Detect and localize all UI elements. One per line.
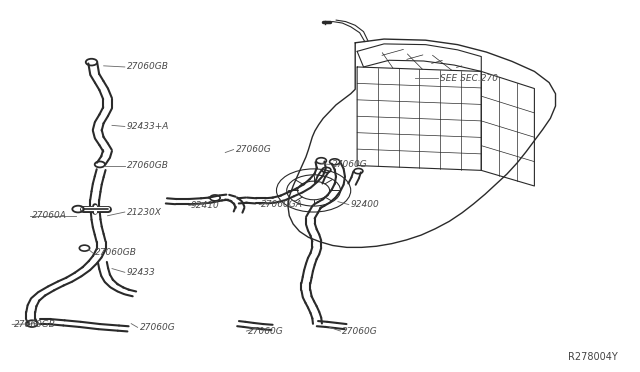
Text: SEE SEC.270: SEE SEC.270 (440, 74, 499, 83)
Text: 27060GB: 27060GB (14, 320, 56, 329)
Text: 27060A: 27060A (32, 211, 67, 220)
Text: 21230X: 21230X (127, 208, 161, 217)
Text: 92433: 92433 (127, 268, 156, 277)
Text: 27060G: 27060G (248, 327, 284, 336)
Text: 27060GB: 27060GB (95, 248, 136, 257)
Text: 27060GA: 27060GA (261, 200, 303, 209)
Text: 92410: 92410 (191, 201, 220, 210)
Text: 27060G: 27060G (140, 323, 175, 332)
Text: 27060GB: 27060GB (127, 161, 168, 170)
Text: 27060G: 27060G (332, 160, 367, 169)
Text: 92400: 92400 (351, 200, 380, 209)
Text: 27060G: 27060G (236, 145, 271, 154)
Text: 27060GB: 27060GB (127, 62, 168, 71)
Text: R278004Y: R278004Y (568, 352, 618, 362)
Text: 92433+A: 92433+A (127, 122, 169, 131)
Text: 27060G: 27060G (342, 327, 378, 336)
